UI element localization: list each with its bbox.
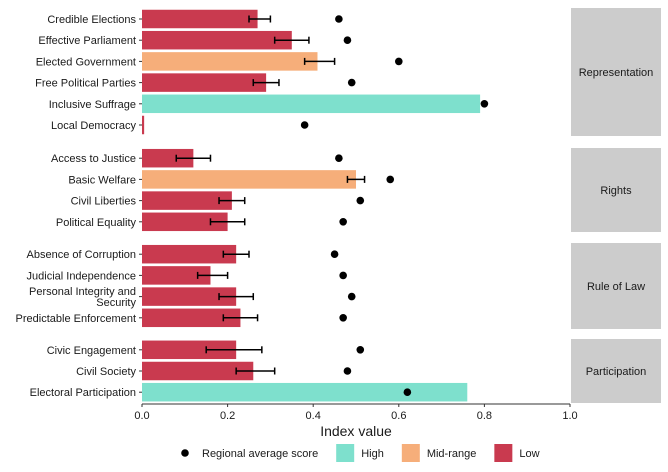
average-point [347, 78, 356, 87]
x-axis: 0.0 0.2 0.4 0.6 0.8 1.0 [134, 403, 578, 422]
error-bars [175, 15, 366, 375]
category-label: Elected Government [36, 56, 136, 68]
bar [142, 340, 237, 360]
category-label: Basic Welfare [68, 174, 136, 186]
facet-strip [571, 148, 661, 232]
category-label: Inclusive Suffrage [49, 99, 136, 111]
category-label: Effective Parliament [38, 35, 136, 47]
average-point [356, 196, 365, 205]
legend-label: High [361, 448, 384, 460]
average-point [335, 154, 343, 162]
category-label: Civil Society [76, 366, 136, 378]
facet-strip [571, 8, 661, 136]
facet-strip [571, 243, 661, 329]
legend-label: Low [519, 448, 539, 460]
average-point [356, 346, 365, 354]
bar [142, 148, 194, 168]
average-point [343, 367, 352, 375]
x-tick-label: 0.4 [306, 410, 321, 422]
category-label: Access to Justice [51, 153, 136, 165]
average-point [347, 292, 356, 301]
bar [142, 30, 292, 50]
bar [142, 212, 228, 232]
x-tick-label: 0.6 [391, 410, 406, 422]
category-label: Civic Engagement [47, 345, 136, 357]
bar [142, 170, 356, 189]
facet-strip-label: Rights [600, 185, 632, 197]
legend-label: Mid-range [427, 448, 477, 460]
category-label: Civil Liberties [71, 196, 137, 208]
average-point [339, 271, 347, 280]
bar [142, 94, 481, 114]
x-axis-title: Index value [320, 423, 392, 439]
category-label: Judicial Independence [27, 270, 136, 282]
bar [142, 308, 241, 328]
bar [142, 361, 254, 381]
average-point [343, 36, 352, 44]
average-point [403, 388, 412, 397]
bar [142, 266, 211, 285]
average-point [339, 218, 347, 226]
bar [142, 9, 258, 29]
bar [142, 73, 267, 92]
average-point [386, 175, 395, 184]
bar [142, 191, 232, 210]
legend-key-swatch [336, 444, 355, 462]
facet-panels: Representation Rights Rule of Law Participa… [571, 8, 661, 403]
bar [142, 52, 318, 71]
average-point [339, 314, 347, 322]
category-label: Local Democracy [51, 120, 136, 132]
legend-key-point [181, 449, 189, 457]
legend: Regional average score High Mid-range Low [181, 444, 540, 462]
category-label: Predictable Enforcement [16, 313, 136, 325]
bar [142, 382, 468, 402]
facet-strip [571, 339, 661, 403]
average-point [330, 250, 339, 258]
category-label: Personal Integrity and Security [29, 286, 137, 309]
x-tick-label: 0.2 [220, 410, 235, 422]
average-point [480, 100, 489, 108]
category-labels: Credible Elections Effective Parliament El… [16, 14, 142, 399]
category-label: Electoral Participation [30, 387, 136, 399]
legend-key-swatch [494, 444, 513, 462]
category-label: Absence of Corruption [27, 249, 136, 261]
x-tick-label: 0.0 [134, 410, 149, 422]
facet-strip-label: Rule of Law [587, 281, 645, 293]
average-point [300, 121, 309, 129]
legend-label: Regional average score [202, 448, 318, 460]
bars [142, 9, 481, 402]
average-points [300, 15, 489, 397]
x-tick-label: 0.8 [477, 410, 492, 422]
average-point [335, 15, 343, 23]
facet-strip-label: Representation [579, 67, 654, 79]
bar [142, 287, 237, 306]
x-tick-label: 1.0 [562, 410, 577, 422]
average-point [395, 57, 403, 66]
facet-strip-label: Participation [586, 366, 647, 378]
category-label: Political Equality [56, 217, 137, 229]
bar [142, 115, 145, 135]
category-label: Free Political Parties [35, 78, 136, 90]
legend-key-swatch [401, 444, 420, 462]
category-label: Credible Elections [47, 14, 136, 26]
bar [142, 244, 237, 264]
